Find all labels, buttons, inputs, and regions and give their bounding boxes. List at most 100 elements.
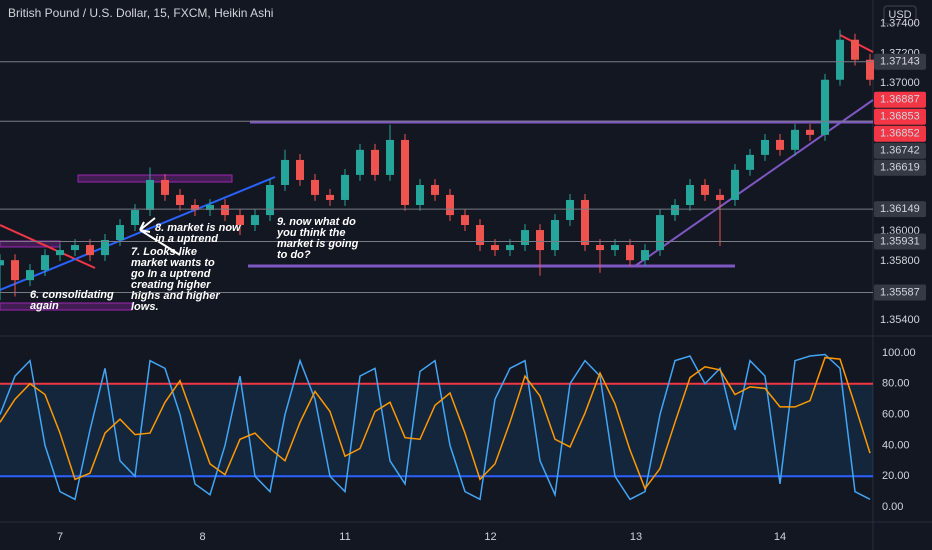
candle-body: [281, 159, 289, 185]
annotation: again: [30, 300, 59, 312]
candle-body: [296, 159, 304, 180]
candle-body: [746, 154, 754, 170]
candle-body: [11, 260, 19, 281]
candle-body: [446, 194, 454, 216]
y-tick-label: 60.00: [882, 408, 910, 420]
x-tick-label: 14: [774, 531, 786, 543]
candle-body: [56, 250, 64, 256]
candle-body: [611, 245, 619, 251]
price-tag: [874, 53, 926, 70]
y-tick-label: 0.00: [882, 501, 903, 513]
candle-body: [236, 215, 244, 226]
price-tag-label: 1.37143: [880, 56, 920, 68]
y-tick-label: 100.00: [882, 347, 916, 359]
candle-body: [116, 225, 124, 240]
oscillator-line: [0, 356, 871, 491]
candle-body: [431, 184, 439, 195]
candle-body: [641, 250, 649, 261]
candle-body: [821, 79, 829, 135]
price-tag-label: 1.36852: [880, 128, 920, 140]
annotation: market is going: [277, 238, 359, 250]
price-tag: [874, 125, 926, 142]
candle-body: [191, 205, 199, 211]
candle-body: [221, 205, 229, 216]
price-tag: [874, 201, 926, 218]
candle-body: [161, 179, 169, 195]
annotation: highs and higher: [131, 290, 220, 302]
x-tick-label: 11: [339, 531, 350, 543]
candle-body: [551, 219, 559, 251]
trend-line: [0, 176, 276, 291]
candle-body: [131, 210, 139, 226]
y-tick-label: 40.00: [882, 439, 910, 451]
candle-body: [476, 225, 484, 246]
annotation: market wants to: [131, 257, 215, 269]
candle-body: [506, 245, 514, 251]
candle-body: [356, 149, 364, 175]
annotation: 9. now what do: [277, 216, 356, 228]
candle-body: [326, 194, 334, 200]
candle-body: [146, 179, 154, 211]
zone: [0, 302, 133, 311]
price-tag: [874, 233, 926, 250]
candle-body: [176, 194, 184, 206]
y-tick-label: 1.37400: [880, 18, 920, 30]
price-tag-label: 1.35587: [880, 286, 920, 298]
annotation: 7. Looks like: [131, 246, 197, 258]
candle-body: [311, 179, 319, 195]
annotation: 8. market is now: [155, 222, 242, 234]
y-tick-label: 80.00: [882, 378, 910, 390]
candle-body: [401, 139, 409, 206]
candle-body: [836, 39, 844, 80]
candle-body: [0, 260, 4, 266]
price-tag-label: 1.36887: [880, 94, 920, 106]
candle-body: [86, 245, 94, 256]
candle-body: [251, 215, 259, 226]
candle-body: [461, 215, 469, 226]
price-tag: [874, 108, 926, 125]
trend-line: [634, 99, 874, 267]
candle-body: [866, 59, 874, 80]
price-tag: [874, 142, 926, 159]
price-tag: [874, 91, 926, 108]
candle-body: [206, 205, 214, 211]
candle-body: [701, 184, 709, 195]
candle-body: [686, 184, 694, 206]
chart-title: British Pound / U.S. Dollar, 15, FXCM, H…: [8, 6, 273, 20]
candle-body: [596, 245, 604, 251]
candle-body: [491, 245, 499, 251]
candle-body: [536, 230, 544, 251]
candle-body: [386, 139, 394, 175]
candle-body: [716, 194, 724, 200]
candle-body: [371, 149, 379, 175]
annotation: to do?: [277, 249, 311, 261]
x-tick-label: 8: [199, 531, 205, 543]
candle-body: [416, 184, 424, 206]
annotation: 6. consolidating: [30, 289, 114, 301]
annotation: you think the: [276, 227, 345, 239]
x-tick-label: 12: [484, 531, 496, 543]
y-tick-label: 1.35800: [880, 255, 920, 267]
y-tick-label: 20.00: [882, 470, 910, 482]
price-tag: [874, 159, 926, 176]
currency-box: [883, 5, 917, 25]
price-tag-label: 1.36619: [880, 162, 920, 174]
price-tag-label: 1.36742: [880, 145, 920, 157]
candle-body: [26, 270, 34, 281]
price-tag: [874, 284, 926, 301]
x-tick-label: 7: [57, 531, 63, 543]
candle-body: [806, 129, 814, 135]
candle-body: [656, 215, 664, 251]
candle-body: [851, 39, 859, 60]
price-tag-label: 1.36853: [880, 111, 920, 123]
candle-body: [521, 230, 529, 246]
y-tick-label: 1.35400: [880, 314, 920, 326]
price-tag-label: 1.35931: [880, 235, 920, 247]
candle-body: [761, 139, 769, 155]
candle-body: [731, 169, 739, 200]
drawings: [0, 34, 874, 311]
candle-body: [671, 205, 679, 216]
zone: [77, 174, 233, 183]
annotation: in a uptrend: [155, 233, 218, 245]
